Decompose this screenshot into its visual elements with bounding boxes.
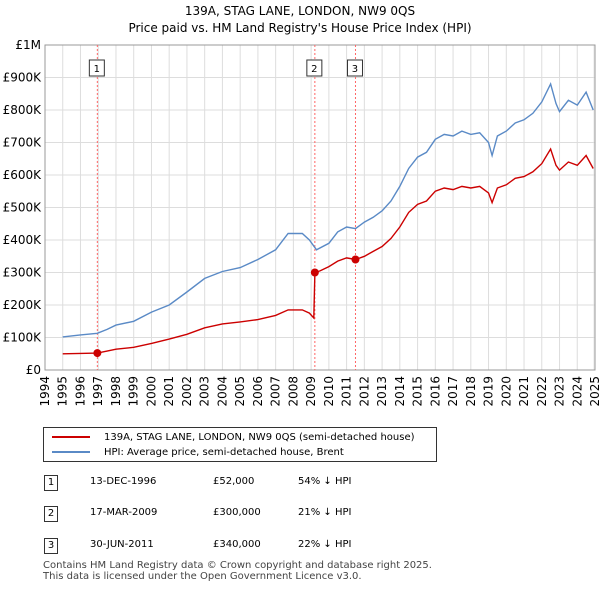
x-tick-label: 1995 bbox=[56, 376, 70, 407]
x-tick-label: 2001 bbox=[162, 376, 176, 407]
transaction-marker: 3 bbox=[44, 538, 58, 554]
x-tick-label: 2020 bbox=[499, 376, 513, 407]
transaction-date: 13-DEC-1996 bbox=[90, 476, 157, 487]
x-tick-label: 2017 bbox=[446, 376, 460, 407]
x-tick-label: 1994 bbox=[38, 376, 52, 407]
footer-copyright: Contains HM Land Registry data © Crown c… bbox=[43, 560, 432, 571]
y-tick-label: £300K bbox=[3, 266, 43, 280]
y-tick-label: £900K bbox=[3, 71, 43, 85]
x-tick-label: 2012 bbox=[357, 376, 371, 407]
transaction-hpi-diff: 22% ↓ HPI bbox=[298, 539, 352, 550]
x-tick-label: 2010 bbox=[322, 376, 336, 407]
price-chart: £0 £100K £200K £300K £400K £500K £600K £700K £80… bbox=[3, 38, 600, 407]
x-tick-label: 1999 bbox=[127, 376, 141, 407]
transaction-marker: 2 bbox=[44, 506, 58, 522]
plot-border bbox=[44, 44, 596, 371]
x-tick-label: 2005 bbox=[233, 376, 247, 407]
x-tick-label: 2004 bbox=[215, 376, 229, 407]
x-tick-label: 1996 bbox=[73, 376, 87, 407]
sale-label: 1 bbox=[94, 64, 100, 75]
y-tick-label: £800K bbox=[3, 103, 43, 117]
sale-label: 3 bbox=[352, 64, 358, 75]
y-tick-label: £200K bbox=[3, 298, 43, 312]
sale-label-box bbox=[306, 59, 323, 77]
transaction-hpi-diff: 21% ↓ HPI bbox=[298, 507, 352, 518]
chart-legend: 139A, STAG LANE, LONDON, NW9 0QS (semi-d… bbox=[43, 427, 437, 462]
chart-title: 139A, STAG LANE, LONDON, NW9 0QS bbox=[184, 4, 416, 18]
x-tick-label: 2015 bbox=[411, 376, 425, 407]
x-tick-label: 2003 bbox=[198, 376, 212, 407]
transaction-price: £340,000 bbox=[213, 539, 261, 550]
y-tick-label: £500K bbox=[3, 201, 43, 215]
x-tick-label: 2006 bbox=[251, 376, 265, 407]
y-tick-label: £0 bbox=[26, 363, 41, 377]
transaction-marker: 1 bbox=[44, 475, 58, 491]
y-tick-label: £100K bbox=[3, 331, 43, 345]
x-tick-label: 2016 bbox=[428, 376, 442, 407]
legend-swatch-hpi bbox=[52, 451, 90, 453]
x-tick-label: 1998 bbox=[109, 376, 123, 407]
x-tick-label: 2021 bbox=[517, 376, 531, 407]
x-tick-label: 2014 bbox=[393, 376, 407, 407]
x-tick-label: 2011 bbox=[340, 376, 354, 407]
x-tick-label: 2007 bbox=[269, 376, 283, 407]
x-tick-label: 2000 bbox=[144, 376, 158, 407]
sale-label-box bbox=[346, 59, 363, 77]
transaction-date: 17-MAR-2009 bbox=[90, 507, 158, 518]
x-tick-label: 2022 bbox=[535, 376, 549, 407]
sale-point bbox=[351, 255, 360, 264]
sale-label: 2 bbox=[311, 64, 317, 75]
x-tick-label: 2009 bbox=[304, 376, 318, 407]
x-tick-label: 2018 bbox=[464, 376, 478, 407]
x-tick-label: 2025 bbox=[588, 376, 600, 407]
y-tick-label: £1M bbox=[15, 38, 41, 52]
sale-label-box bbox=[88, 59, 105, 77]
legend-item-hpi: HPI: Average price, semi-detached house,… bbox=[52, 445, 344, 459]
transaction-hpi-diff: 54% ↓ HPI bbox=[298, 476, 352, 487]
y-tick-label: £400K bbox=[3, 233, 43, 247]
x-tick-label: 2008 bbox=[286, 376, 300, 407]
transaction-price: £300,000 bbox=[213, 507, 261, 518]
y-tick-label: £700K bbox=[3, 136, 43, 150]
hpi-series-line bbox=[62, 82, 594, 338]
x-tick-label: 2024 bbox=[570, 376, 584, 407]
legend-swatch-property bbox=[52, 436, 90, 438]
x-tick-label: 2013 bbox=[375, 376, 389, 407]
transaction-price: £52,000 bbox=[213, 476, 255, 487]
legend-label-property: 139A, STAG LANE, LONDON, NW9 0QS (semi-d… bbox=[104, 431, 415, 443]
property-series-line bbox=[62, 147, 594, 355]
x-tick-label: 2023 bbox=[553, 376, 567, 407]
sale-point bbox=[93, 349, 102, 358]
chart-subtitle: Price paid vs. HM Land Registry's House … bbox=[128, 21, 472, 35]
x-tick-label: 2019 bbox=[482, 376, 496, 407]
sale-point bbox=[310, 268, 319, 277]
legend-item-property: 139A, STAG LANE, LONDON, NW9 0QS (semi-d… bbox=[52, 430, 415, 444]
x-tick-label: 2002 bbox=[180, 376, 194, 407]
x-tick-label: 1997 bbox=[91, 376, 105, 407]
footer-license: This data is licensed under the Open Gov… bbox=[43, 571, 362, 582]
legend-label-hpi: HPI: Average price, semi-detached house,… bbox=[104, 446, 344, 458]
transaction-date: 30-JUN-2011 bbox=[90, 539, 154, 550]
y-tick-label: £600K bbox=[3, 168, 43, 182]
